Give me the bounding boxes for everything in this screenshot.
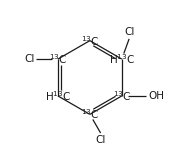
Text: $^{13}$C: $^{13}$C bbox=[49, 52, 67, 66]
Text: $^{13}$C: $^{13}$C bbox=[113, 89, 131, 103]
Text: OH: OH bbox=[148, 91, 164, 101]
Text: H$^{13}$C: H$^{13}$C bbox=[45, 89, 71, 103]
Text: $^{13}$C: $^{13}$C bbox=[81, 107, 99, 121]
Text: Cl: Cl bbox=[124, 27, 134, 37]
Text: Cl: Cl bbox=[95, 135, 106, 144]
Text: Cl: Cl bbox=[25, 54, 35, 64]
Text: $^{13}$C: $^{13}$C bbox=[81, 34, 99, 48]
Text: H$^{13}$C: H$^{13}$C bbox=[109, 52, 135, 66]
